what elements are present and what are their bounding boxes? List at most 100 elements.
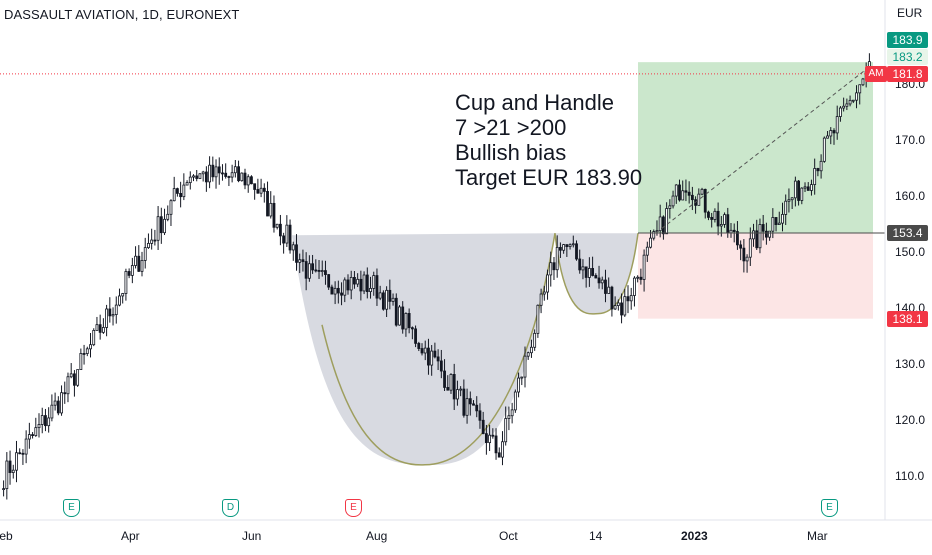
candle (378, 292, 382, 299)
price-tick: 150.0 (895, 245, 926, 259)
earnings-event-icon[interactable]: E (821, 499, 838, 517)
candle (678, 184, 681, 201)
candle (214, 166, 218, 178)
annotation-text[interactable]: Cup and Handle 7 >21 >200 Bullish bias T… (455, 90, 642, 190)
candle (501, 441, 504, 458)
candle (517, 377, 520, 393)
candle (50, 404, 54, 419)
candle (736, 231, 739, 246)
candle (481, 419, 485, 435)
candle (365, 274, 369, 293)
candle (439, 360, 443, 372)
candle (259, 187, 263, 194)
annotation-line: 7 >21 >200 (455, 115, 567, 140)
candle (182, 184, 186, 198)
candle (124, 271, 128, 294)
candle (687, 191, 691, 196)
candle (851, 99, 855, 102)
candle (34, 427, 38, 436)
candle (285, 224, 289, 244)
candle (761, 224, 765, 232)
candle (407, 313, 411, 329)
price-tick: 160.0 (895, 189, 926, 203)
candle (410, 327, 414, 330)
candle (95, 324, 99, 331)
symbol-title[interactable]: DASSAULT AVIATION, 1D, EURONEXT (4, 7, 240, 22)
candle (143, 247, 147, 261)
candle (697, 193, 701, 206)
candle (118, 295, 121, 306)
candle (291, 244, 295, 251)
candle (793, 180, 797, 199)
stop-price-tag: 138.1 (887, 311, 928, 327)
candle (768, 230, 772, 238)
candle (494, 435, 498, 454)
candle (626, 296, 630, 302)
earnings-event-icon[interactable]: E (345, 499, 362, 517)
candle (147, 242, 150, 249)
candle (8, 460, 12, 473)
currency-label: EUR (897, 6, 923, 20)
candle (372, 275, 376, 289)
candle (179, 192, 183, 198)
candle (478, 410, 482, 421)
candle (333, 287, 337, 295)
candle (752, 230, 755, 240)
candle (723, 214, 726, 225)
time-label: Mar (807, 529, 828, 543)
candle (806, 186, 810, 191)
candle (394, 297, 398, 326)
candle (423, 347, 427, 354)
candle (98, 324, 102, 333)
candle (18, 452, 22, 455)
candle (217, 166, 221, 174)
candle (253, 183, 257, 190)
candle (459, 388, 463, 391)
candle (27, 434, 31, 440)
candle (353, 276, 356, 285)
earnings-event-icon[interactable]: E (63, 499, 80, 517)
candle (604, 279, 607, 294)
candle (774, 217, 778, 225)
candle (324, 270, 327, 275)
candle (153, 239, 157, 242)
candle (343, 279, 347, 296)
candle (771, 217, 775, 232)
cup-pattern[interactable] (292, 233, 555, 465)
profit-zone[interactable] (638, 62, 873, 233)
candle (822, 137, 826, 162)
candle (456, 389, 459, 400)
candle (230, 172, 234, 178)
candle (159, 216, 163, 234)
candle (559, 247, 562, 251)
candle (192, 175, 195, 178)
candle (340, 292, 343, 296)
candle (755, 230, 759, 249)
candle (787, 199, 791, 202)
candle (349, 276, 353, 291)
candle (166, 213, 170, 220)
candle (282, 235, 286, 244)
candle (24, 438, 28, 455)
candle (555, 247, 559, 271)
candle (391, 297, 395, 302)
candle (127, 271, 131, 276)
candle (414, 328, 417, 344)
candle (327, 274, 331, 288)
dividend-event-icon[interactable]: D (222, 499, 239, 517)
candle (758, 224, 762, 249)
candle (137, 255, 141, 272)
candle (465, 398, 469, 416)
candle (700, 188, 704, 195)
candle (546, 274, 549, 293)
candle (85, 348, 89, 354)
candle (671, 195, 675, 207)
time-label: Aug (366, 529, 388, 543)
candle (658, 216, 662, 232)
candle (307, 263, 311, 279)
candle (639, 276, 643, 280)
candle (73, 373, 76, 386)
candle (301, 259, 305, 262)
